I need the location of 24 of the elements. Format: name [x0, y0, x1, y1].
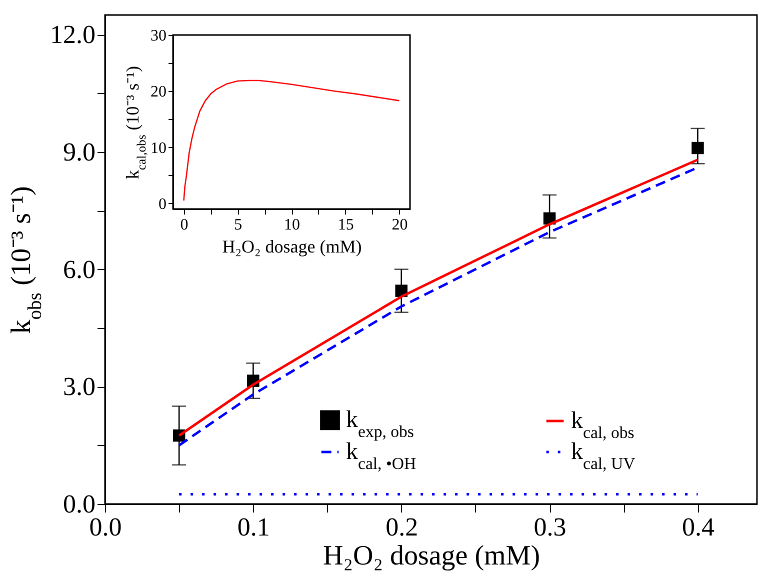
y-tick-label: 6.0 [63, 254, 96, 284]
x-axis-title: H₂O₂ dosage (mM) [222, 236, 362, 256]
y-tick-label: 20 [150, 84, 166, 101]
y-tick-label: 3.0 [63, 372, 96, 402]
x-tick-label: 0.4 [682, 512, 714, 542]
x-tick-label: 0.3 [534, 512, 566, 542]
x-tick-label: 15 [338, 216, 354, 234]
x-tick-label: 10 [284, 216, 300, 234]
x-axis-title: H₂O₂ dosage (mM) [322, 540, 540, 572]
y-tick-label: 0 [158, 196, 166, 213]
x-tick-label: 0.2 [386, 512, 418, 542]
legend-label: k$_{cal, obs}$ [571, 408, 634, 442]
y-tick-label: 12.0 [50, 20, 96, 50]
x-tick-label: 0 [180, 216, 188, 234]
y-tick-label: 9.0 [63, 137, 96, 166]
x-tick-label: 5 [234, 216, 242, 234]
legend-label: k$_{cal, UV}$ [571, 439, 636, 472]
y-tick-label: 10 [150, 140, 166, 157]
x-tick-label: 20 [392, 216, 408, 234]
x-tick-label: 0.1 [237, 512, 270, 542]
legend-label: k$_{exp, obs}$ [346, 407, 414, 441]
line-series [183, 80, 400, 202]
y-tick-label: 30 [150, 28, 166, 44]
point [692, 142, 704, 154]
